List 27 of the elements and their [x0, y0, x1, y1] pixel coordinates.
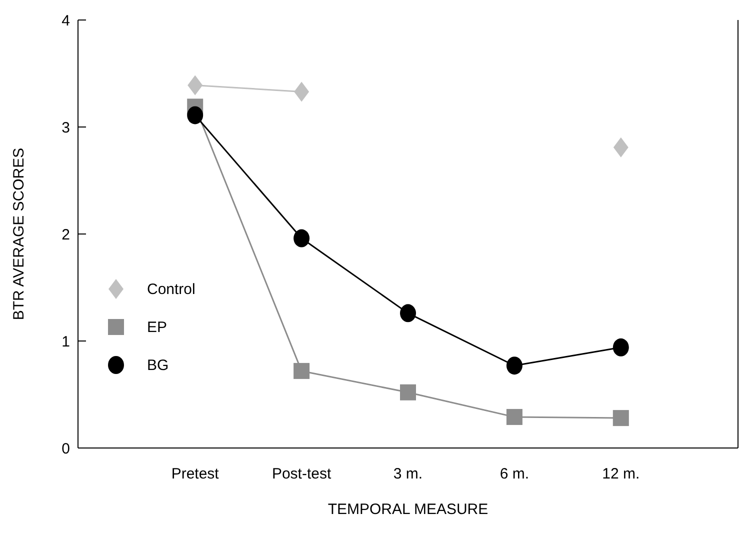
point — [612, 338, 629, 356]
point — [294, 362, 310, 379]
x-axis-title: TEMPORAL MEASURE — [328, 501, 488, 518]
y-tick-label: 2 — [62, 226, 70, 244]
point — [188, 75, 203, 96]
point — [294, 229, 310, 248]
point — [187, 106, 204, 124]
point — [506, 408, 522, 425]
point — [612, 410, 629, 426]
y-tick-label: 3 — [62, 119, 70, 136]
x-tick-label: 12 m. — [602, 466, 640, 483]
x-tick-label: 6 m. — [500, 466, 530, 483]
x-tick-label: Post-test — [272, 466, 332, 483]
x-tick-label: Pretest — [171, 466, 220, 483]
legend-label: BG — [147, 356, 169, 374]
point — [400, 384, 416, 400]
x-tick-label: 3 m. — [393, 466, 423, 483]
y-tick-label: 1 — [62, 333, 70, 350]
point — [294, 82, 310, 102]
legend-label: EP — [147, 318, 168, 336]
y-tick-label: 4 — [62, 12, 70, 30]
y-axis-title: BTR AVERAGE SCORES — [10, 148, 28, 320]
point — [613, 137, 628, 158]
y-tick-label: 0 — [62, 440, 70, 458]
point — [506, 356, 522, 375]
legend-label: Control — [147, 280, 196, 298]
point — [400, 304, 416, 322]
